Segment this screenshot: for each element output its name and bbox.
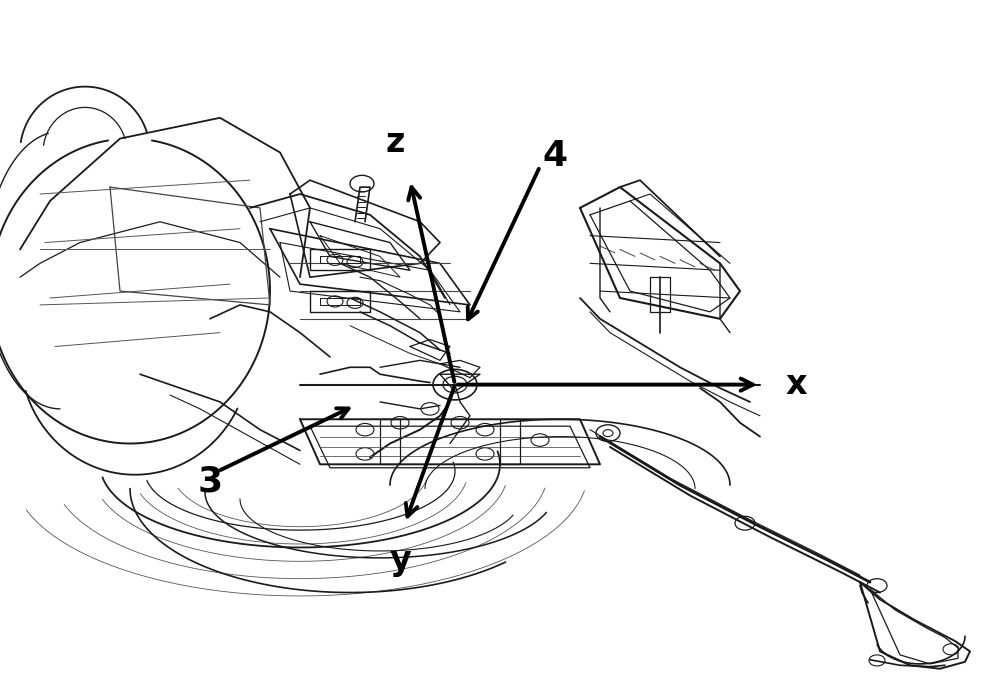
Text: 3: 3 <box>197 464 223 499</box>
Text: y: y <box>389 544 411 577</box>
Text: 4: 4 <box>542 139 568 173</box>
Text: x: x <box>785 368 806 401</box>
Text: z: z <box>385 126 405 159</box>
